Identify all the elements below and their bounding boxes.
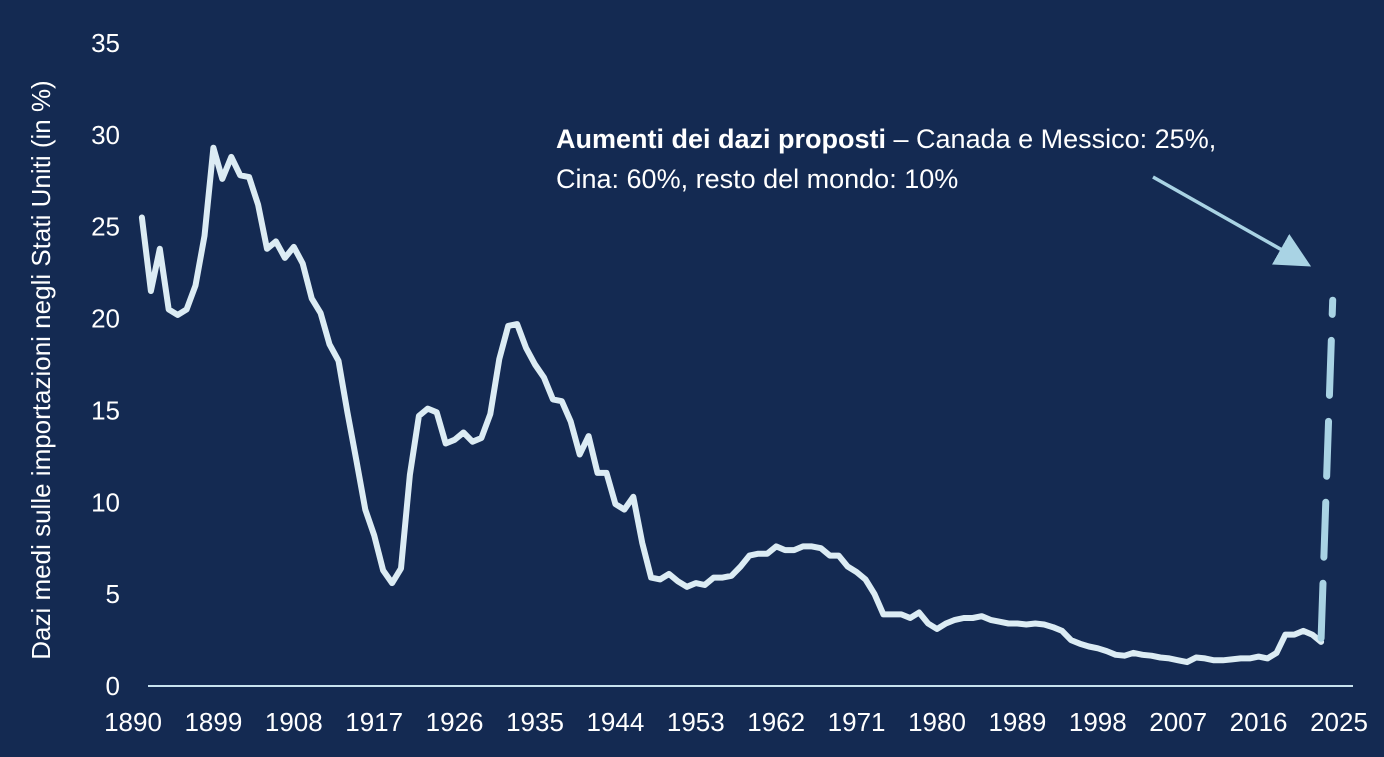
x-tick-label: 1944	[586, 707, 644, 737]
x-tick-label: 1890	[104, 707, 162, 737]
x-tick-label: 2016	[1230, 707, 1288, 737]
x-tick-label: 1962	[747, 707, 805, 737]
y-tick-label: 20	[91, 304, 120, 334]
series-line-historical	[138, 144, 1325, 666]
annotation-text: Aumenti dei dazi proposti – Canada e Mes…	[556, 124, 1224, 194]
y-axis-tick-labels: 0 5 10 15 20 25 30 35	[91, 28, 120, 701]
annotation-line2: Cina: 60%, resto del mondo: 10%	[556, 164, 958, 194]
y-axis-label: Dazi medi sulle importazioni negli Stati…	[26, 80, 56, 659]
x-tick-label: 1899	[184, 707, 242, 737]
y-tick-label: 0	[106, 671, 120, 701]
x-tick-label: 2007	[1149, 707, 1207, 737]
series-line-proposed-dashed	[1317, 296, 1337, 642]
y-tick-label: 10	[91, 487, 120, 517]
x-tick-label: 1998	[1069, 707, 1127, 737]
x-tick-label: 1989	[988, 707, 1046, 737]
x-tick-label: 1935	[506, 707, 564, 737]
x-tick-label: 1917	[345, 707, 403, 737]
x-tick-label: 1953	[667, 707, 725, 737]
y-tick-label: 25	[91, 212, 120, 242]
x-tick-label: 2025	[1310, 707, 1368, 737]
x-tick-label: 1980	[908, 707, 966, 737]
x-tick-label: 1971	[828, 707, 886, 737]
series-layer	[138, 144, 1337, 666]
x-tick-label: 1926	[426, 707, 484, 737]
y-tick-label: 15	[91, 395, 120, 425]
y-tick-label: 35	[91, 28, 120, 58]
x-axis-tick-labels: 1890 1899 1908 1917 1926 1935 1944 1953 1962 1971…	[104, 707, 1368, 737]
x-tick-label: 1908	[265, 707, 323, 737]
annotation-bold: Aumenti dei dazi proposti	[556, 124, 886, 154]
annotation-line1: – Canada e Messico: 25%,	[886, 124, 1216, 154]
y-tick-label: 5	[106, 579, 120, 609]
y-tick-label: 30	[91, 120, 120, 150]
annotation-arrow	[1152, 175, 1312, 267]
